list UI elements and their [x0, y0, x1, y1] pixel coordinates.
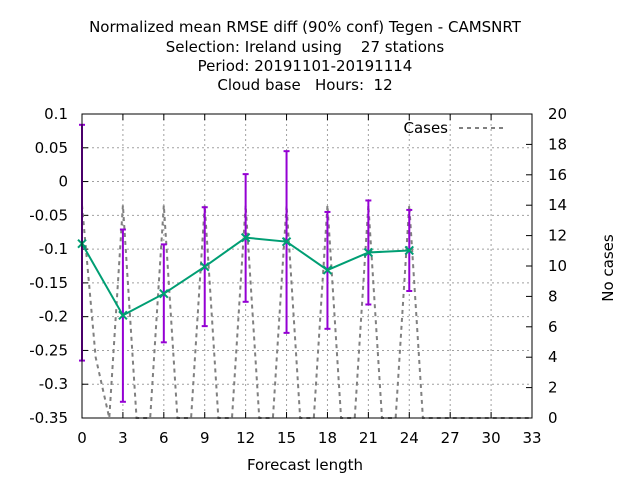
- x-tick-label: 9: [200, 429, 210, 447]
- title-line-1: Normalized mean RMSE diff (90% conf) Teg…: [89, 18, 522, 36]
- point-marker-stroke: [118, 310, 128, 321]
- y2-tick-label: 6: [548, 318, 558, 336]
- y2-tick-label: 10: [548, 257, 567, 275]
- y2-tick-label: 18: [548, 135, 567, 153]
- y2-tick-label: 14: [548, 196, 567, 214]
- plot-frame: [81, 113, 533, 419]
- legend-label-cases: Cases: [403, 119, 448, 137]
- cases-line: [81, 205, 532, 419]
- title-line-4: Cloud base Hours: 12: [217, 76, 392, 94]
- y2-tick-label: 12: [548, 227, 567, 245]
- x-axis-label: Forecast length: [247, 456, 363, 474]
- y2-tick-label: 4: [548, 348, 558, 366]
- x-tick-label: 6: [159, 429, 169, 447]
- y-tick-label: -0.35: [29, 409, 68, 427]
- y-tick-label: 0.1: [44, 105, 68, 123]
- data-point: [200, 261, 210, 272]
- chart-title: Normalized mean RMSE diff (90% conf) Teg…: [89, 18, 522, 94]
- tick-labels: 0 3 6 9 12 15 18 21 24 27 30 330.10.050-0.05-0.1-0.…: [29, 105, 567, 447]
- y-tick-label: 0: [58, 173, 68, 191]
- point-marker-stroke: [200, 261, 210, 272]
- x-tick-label: 24: [400, 429, 419, 447]
- x-tick-label: 18: [318, 429, 337, 447]
- x-tick-label: 30: [482, 429, 501, 447]
- legend: Cases: [403, 119, 505, 137]
- title-line-2: Selection: Ireland using 27 stations: [166, 38, 445, 56]
- x-tick-label: 3: [118, 429, 128, 447]
- point-marker-stroke: [322, 265, 333, 275]
- data-point: [322, 265, 333, 275]
- y2-tick-label: 16: [548, 166, 567, 184]
- data-point: [404, 245, 414, 256]
- mean-series: [77, 232, 414, 321]
- grid: [81, 113, 533, 419]
- point-marker-stroke: [404, 245, 414, 256]
- data-point: [281, 236, 292, 247]
- y-tick-label: 0.05: [35, 139, 68, 157]
- y-tick-label: -0.15: [29, 274, 68, 292]
- point-marker-stroke: [159, 288, 169, 299]
- y2-tick-label: 0: [548, 409, 558, 427]
- y-tick-label: -0.2: [39, 308, 68, 326]
- point-marker-stroke: [281, 236, 292, 247]
- y-tick-label: -0.1: [39, 240, 68, 258]
- x-tick-label: 33: [522, 429, 541, 447]
- y2-axis-label: No cases: [599, 234, 617, 302]
- x-tick-label: 0: [77, 429, 87, 447]
- data-point: [363, 247, 374, 258]
- y2-tick-label: 8: [548, 287, 558, 305]
- point-marker-stroke: [363, 247, 374, 258]
- x-tick-label: 15: [277, 429, 296, 447]
- cases-series: [81, 205, 532, 419]
- x-tick-label: 27: [441, 429, 460, 447]
- data-point: [159, 288, 169, 299]
- point-marker-stroke: [240, 232, 251, 243]
- data-point: [240, 232, 251, 243]
- x-tick-label: 21: [359, 429, 378, 447]
- y-tick-label: -0.3: [39, 375, 68, 393]
- y2-tick-label: 2: [548, 379, 558, 397]
- title-line-3: Period: 20191101-20191114: [198, 57, 413, 75]
- y-tick-label: -0.25: [29, 341, 68, 359]
- x-tick-label: 12: [236, 429, 255, 447]
- data-point: [118, 310, 128, 321]
- y-tick-label: -0.05: [29, 206, 68, 224]
- y2-tick-label: 20: [548, 105, 567, 123]
